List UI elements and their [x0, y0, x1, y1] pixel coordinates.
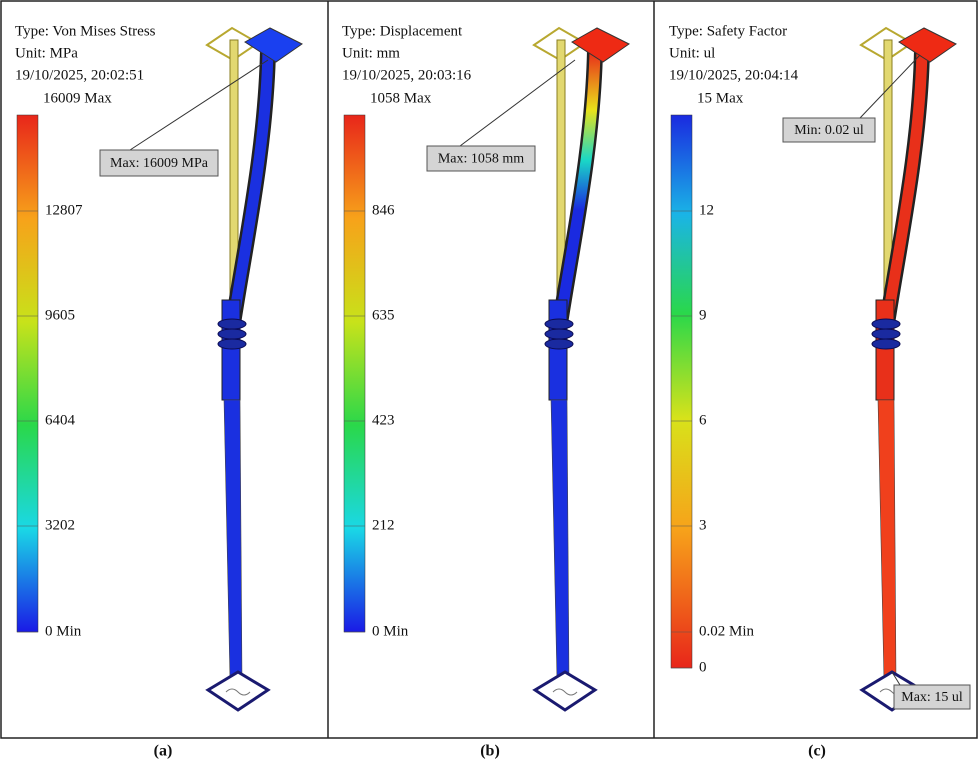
callout-label: Max: 16009 MPa — [110, 156, 209, 171]
color-bar — [344, 115, 365, 632]
tick-label: 423 — [372, 412, 395, 428]
upper-pole — [549, 300, 567, 400]
top-plate — [572, 28, 629, 62]
clamp — [872, 339, 900, 349]
tick-label: 0.02 Min — [699, 623, 755, 639]
callout-label: Max: 15 ul — [901, 690, 963, 705]
caption: (c) — [808, 743, 826, 760]
type-label: Type: Von Mises Stress — [15, 23, 156, 39]
unit-label: Unit: ul — [669, 45, 715, 61]
leader-line — [130, 60, 268, 150]
clamp — [218, 339, 246, 349]
color-bar — [17, 115, 38, 632]
tick-label: 12 — [699, 202, 714, 218]
tick-label: 9605 — [45, 307, 75, 323]
tick-label: 0 — [699, 659, 707, 675]
figure: Type: Von Mises Stress Unit: MPa 19/10/202… — [0, 0, 978, 763]
clamp — [545, 339, 573, 349]
unit-label: Unit: mm — [342, 45, 400, 61]
clamp — [218, 329, 246, 339]
caption: (b) — [480, 743, 500, 760]
max-label: 15 Max — [697, 90, 744, 106]
tick-label: 6 — [699, 412, 707, 428]
tick-label: 12807 — [45, 202, 83, 218]
tick-label: 0 Min — [372, 623, 409, 639]
max-label: 1058 Max — [370, 90, 432, 106]
type-label: Type: Displacement — [342, 23, 463, 39]
max-label: 16009 Max — [43, 90, 112, 106]
clamp — [545, 319, 573, 329]
tick-label: 3202 — [45, 517, 75, 533]
date-label: 19/10/2025, 20:02:51 — [15, 67, 144, 83]
base-plate — [208, 672, 268, 710]
color-bar — [671, 115, 692, 668]
lower-pole — [551, 400, 569, 680]
clamp — [545, 329, 573, 339]
tick-label: 3 — [699, 517, 707, 533]
lower-pole — [878, 400, 896, 680]
base-plate — [535, 672, 595, 710]
unit-label: Unit: MPa — [15, 45, 78, 61]
upper-pole — [222, 300, 240, 400]
frame — [1, 1, 977, 738]
tick-label: 846 — [372, 202, 395, 218]
tick-label: 212 — [372, 517, 395, 533]
tick-label: 6404 — [45, 412, 76, 428]
tick-label: 9 — [699, 307, 707, 323]
date-label: 19/10/2025, 20:03:16 — [342, 67, 472, 83]
clamp — [872, 319, 900, 329]
upper-pole — [876, 300, 894, 400]
type-label: Type: Safety Factor — [669, 23, 787, 39]
tick-label: 0 Min — [45, 623, 82, 639]
callout-label: Min: 0.02 ul — [794, 123, 864, 138]
lower-pole — [224, 400, 242, 680]
clamp — [872, 329, 900, 339]
tick-label: 635 — [372, 307, 395, 323]
callout-label: Max: 1058 mm — [438, 152, 524, 167]
date-label: 19/10/2025, 20:04:14 — [669, 67, 799, 83]
clamp — [218, 319, 246, 329]
caption: (a) — [154, 743, 173, 760]
top-plate — [245, 28, 302, 62]
top-plate — [899, 28, 956, 62]
